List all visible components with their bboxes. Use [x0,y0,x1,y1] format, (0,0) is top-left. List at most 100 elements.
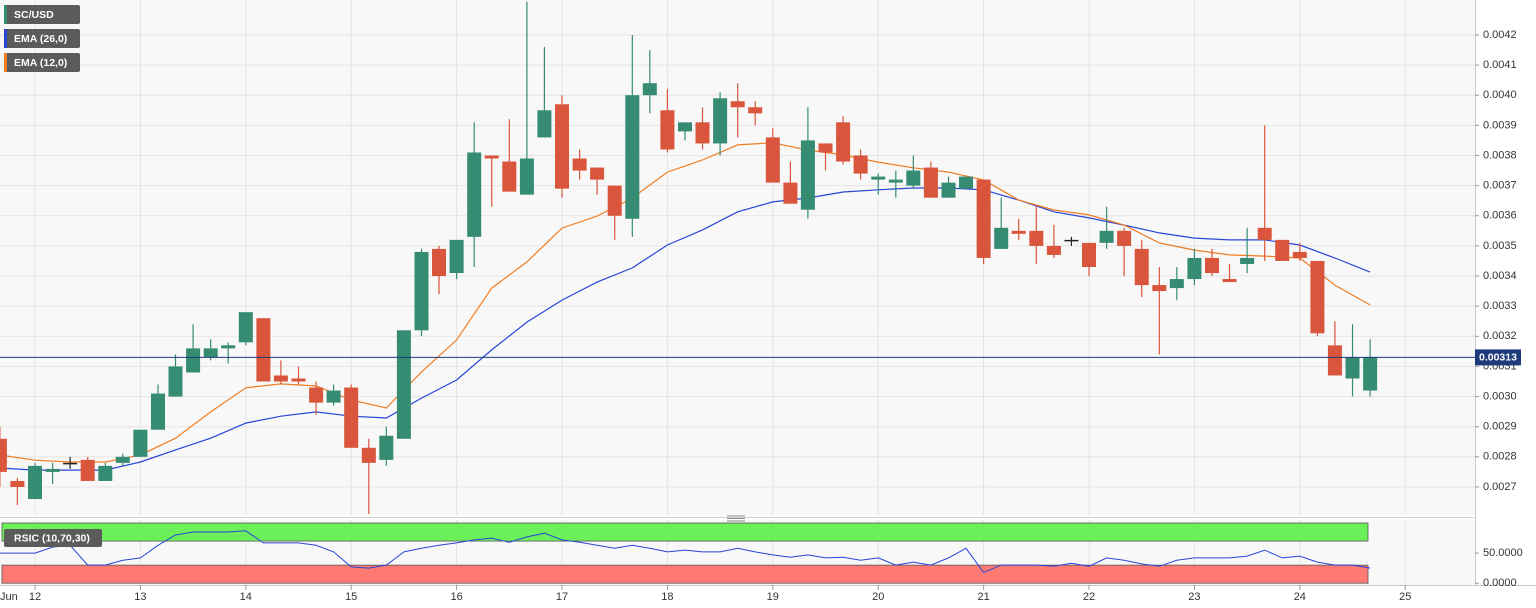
candle-body [1222,279,1237,283]
candle[interactable] [238,312,253,346]
candle[interactable] [800,107,815,219]
candle[interactable] [150,384,165,430]
candle[interactable] [871,173,886,195]
candle[interactable] [1117,227,1132,277]
candle[interactable] [976,179,991,264]
candle[interactable] [941,176,956,198]
y-tick-label: 0.0027 [1483,481,1517,493]
candle[interactable] [836,116,851,165]
legend-item[interactable]: RSIC (10,70,30) [4,529,102,547]
legend-item[interactable]: EMA (26,0) [4,29,80,48]
candle[interactable] [326,384,341,406]
candle[interactable] [959,176,974,189]
candle[interactable] [1011,218,1026,240]
panel-grip[interactable] [727,515,745,522]
candle[interactable] [291,366,306,385]
x-tick-label: 20 [872,591,884,603]
candle[interactable] [519,1,534,195]
candle[interactable] [10,477,25,506]
candle[interactable] [1222,263,1237,283]
candle[interactable] [853,149,868,180]
candle[interactable] [818,143,833,171]
candle[interactable] [1240,227,1255,274]
candle[interactable] [607,185,622,240]
candle[interactable] [730,83,745,138]
candle[interactable] [168,354,183,397]
candle[interactable] [1275,239,1290,261]
candle[interactable] [765,128,780,183]
candle[interactable] [80,456,95,481]
candle[interactable] [502,119,517,192]
candle[interactable] [1082,242,1097,277]
candle[interactable] [1152,266,1167,355]
candle[interactable] [660,89,675,153]
candle[interactable] [467,122,482,267]
candle[interactable] [923,161,938,198]
candle[interactable] [45,462,60,484]
legend-box [4,529,102,547]
candle[interactable] [221,342,236,364]
candle[interactable] [98,462,113,481]
candle[interactable] [625,34,640,237]
legend-item[interactable]: SC/USD [4,5,80,24]
candle[interactable] [888,170,903,198]
candle[interactable] [994,197,1009,249]
candle[interactable] [63,456,78,469]
candle[interactable] [256,318,271,382]
candle[interactable] [1363,339,1378,397]
candle[interactable] [27,462,42,500]
candle[interactable] [748,101,763,126]
candle[interactable] [115,453,130,466]
candle[interactable] [484,155,499,207]
candle[interactable] [906,155,921,189]
legend-item[interactable]: EMA (12,0) [4,53,80,72]
candle[interactable] [133,429,148,457]
candle[interactable] [713,92,728,156]
candle[interactable] [432,245,447,295]
legend-label: SC/USD [14,9,54,21]
candle[interactable] [1292,242,1307,261]
candle-body [133,429,148,457]
candle[interactable] [1046,224,1061,258]
candle[interactable] [1345,324,1360,397]
candle[interactable] [555,95,570,198]
candle-body [625,95,640,219]
candle[interactable] [344,384,359,448]
candle[interactable] [309,381,324,415]
candle-body [467,152,482,237]
candle[interactable] [783,161,798,204]
candle[interactable] [1205,248,1220,277]
x-tick-label: 24 [1294,591,1306,603]
candle[interactable] [203,339,218,361]
candle[interactable] [1134,239,1149,298]
candle[interactable] [186,324,201,373]
candle[interactable] [1310,260,1325,337]
x-tick-label: 15 [345,591,357,603]
candle[interactable] [1169,266,1184,301]
candle[interactable] [1257,125,1272,261]
candle[interactable] [642,50,657,114]
candle[interactable] [695,107,710,150]
candle[interactable] [1099,206,1114,249]
candle[interactable] [590,167,605,195]
y-tick-label: 0.0000 [1483,577,1517,589]
candle[interactable] [396,330,411,439]
candle[interactable] [414,248,429,337]
candle-body [555,104,570,189]
candle[interactable] [572,149,587,180]
candle[interactable] [537,47,552,138]
candle[interactable] [1187,248,1202,286]
candle[interactable] [361,438,376,515]
candle[interactable] [0,426,7,487]
candle[interactable] [273,360,288,385]
candle[interactable] [1064,236,1079,246]
candle[interactable] [1327,321,1342,376]
candle-body [1275,239,1290,261]
candle-body [519,158,534,195]
candle[interactable] [379,426,394,466]
candle-body [695,122,710,144]
candle[interactable] [678,122,693,141]
candle-body [1363,357,1378,391]
candle[interactable] [1029,206,1044,264]
candle[interactable] [449,239,464,280]
